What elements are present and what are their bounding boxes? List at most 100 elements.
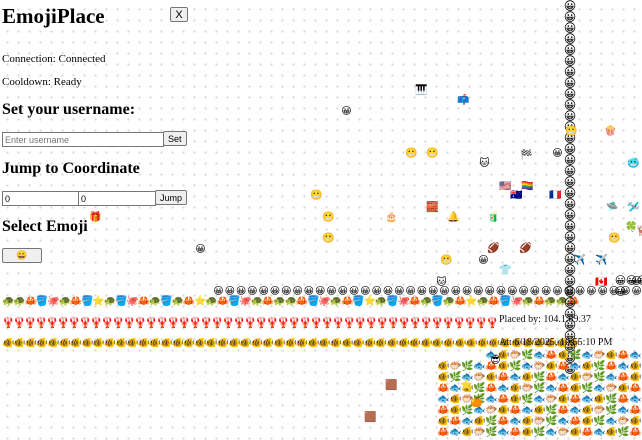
grid-emoji[interactable]: 🐟 <box>473 405 486 416</box>
grid-emoji[interactable]: 🦞 <box>464 318 477 329</box>
grid-emoji[interactable]: 🦀 <box>557 405 570 416</box>
grid-emoji[interactable]: 🪣 <box>499 296 512 307</box>
grid-emoji[interactable]: 🐠 <box>629 416 642 427</box>
grid-emoji[interactable]: 🐟 <box>605 372 618 383</box>
grid-emoji[interactable]: 🐟 <box>581 350 594 361</box>
grid-emoji[interactable]: 🦞 <box>24 318 37 329</box>
grid-emoji[interactable]: 🍀 <box>625 222 638 233</box>
grid-emoji[interactable]: 😬 <box>322 233 335 244</box>
grid-emoji[interactable]: 🐠 <box>569 383 582 394</box>
grid-emoji[interactable]: 😀 <box>563 65 577 79</box>
grid-emoji[interactable]: 🐡 <box>593 405 606 416</box>
grid-emoji[interactable]: 😀 <box>450 286 462 297</box>
grid-emoji[interactable]: 🟫 <box>385 380 398 391</box>
grid-emoji[interactable]: 🐠 <box>497 361 510 372</box>
grid-emoji[interactable]: 🐢 <box>148 296 162 307</box>
grid-emoji[interactable]: 🛩️ <box>627 202 640 213</box>
grid-emoji[interactable]: 🐠 <box>35 338 49 349</box>
grid-emoji[interactable]: 🐠 <box>509 394 522 405</box>
grid-emoji[interactable]: 🦀 <box>581 427 594 438</box>
grid-emoji[interactable]: 🦞 <box>46 318 59 329</box>
grid-emoji[interactable]: 🐢 <box>2 296 15 307</box>
grid-emoji[interactable]: 🦀 <box>437 427 450 438</box>
grid-emoji[interactable]: 🐠 <box>605 350 618 361</box>
grid-emoji[interactable]: 📫 <box>457 95 470 106</box>
grid-emoji[interactable]: 🐙 <box>397 296 410 307</box>
grid-emoji[interactable]: 🦞 <box>431 318 444 329</box>
grid-emoji[interactable]: 🐢 <box>273 296 286 307</box>
grid-emoji[interactable]: 🌿 <box>593 361 606 372</box>
grid-emoji[interactable]: 🦀 <box>408 296 422 307</box>
grid-emoji[interactable]: 🍊 <box>470 397 483 408</box>
grid-emoji[interactable]: 😀 <box>563 274 577 288</box>
grid-emoji[interactable]: 🐙 <box>318 296 331 307</box>
grid-emoji[interactable]: 🪣 <box>431 296 444 307</box>
grid-emoji[interactable]: 🪣 <box>115 296 128 307</box>
grid-emoji[interactable]: 🐠 <box>557 350 570 361</box>
grid-emoji[interactable]: 🦀 <box>569 416 582 427</box>
grid-emoji[interactable]: 😀 <box>269 286 281 297</box>
grid-emoji[interactable]: 🌿 <box>593 416 606 427</box>
grid-emoji[interactable]: 🐟 <box>509 416 522 427</box>
grid-emoji[interactable]: 🐠 <box>431 338 444 349</box>
grid-emoji[interactable]: 🐢 <box>555 296 569 307</box>
grid-emoji[interactable]: 🦀 <box>216 296 230 307</box>
grid-emoji[interactable]: 🐠 <box>374 338 388 349</box>
grid-emoji[interactable]: 🌿 <box>533 372 546 383</box>
grid-emoji[interactable]: 😀 <box>574 286 586 297</box>
grid-emoji[interactable]: 🌿 <box>593 372 606 383</box>
grid-emoji[interactable]: 🦞 <box>453 318 466 329</box>
grid-emoji[interactable]: 🐟 <box>449 383 462 394</box>
grid-emoji[interactable]: 😀 <box>314 286 326 297</box>
grid-emoji[interactable]: 🦞 <box>244 318 257 329</box>
grid-emoji[interactable]: 🐟 <box>485 394 498 405</box>
grid-emoji[interactable]: 🐠 <box>581 361 594 372</box>
grid-emoji[interactable]: 🐠 <box>567 338 580 349</box>
grid-emoji[interactable]: 🐢 <box>58 296 71 307</box>
grid-emoji[interactable]: 🐟 <box>617 405 630 416</box>
grid-emoji[interactable]: 🐟 <box>593 383 606 394</box>
grid-emoji[interactable]: 🐠 <box>569 372 582 383</box>
grid-emoji[interactable]: 🐠 <box>437 361 450 372</box>
grid-emoji[interactable]: 🐠 <box>47 338 60 349</box>
grid-emoji[interactable]: 🐢 <box>103 296 117 307</box>
grid-emoji[interactable]: 🦞 <box>409 318 422 329</box>
grid-emoji[interactable]: 😀 <box>563 285 577 299</box>
grid-emoji[interactable]: 🐠 <box>581 416 594 427</box>
grid-emoji[interactable]: 😀 <box>563 329 577 343</box>
grid-emoji[interactable]: 🎁 <box>89 212 102 223</box>
grid-emoji[interactable]: 😀 <box>235 286 247 297</box>
grid-emoji[interactable]: 🦀 <box>629 427 642 438</box>
grid-emoji[interactable]: 🦀 <box>557 383 570 394</box>
grid-emoji[interactable]: 😀 <box>258 286 269 297</box>
grid-emoji[interactable]: 😀 <box>478 255 489 266</box>
grid-emoji[interactable]: 😀 <box>341 106 352 117</box>
grid-emoji[interactable]: 😀 <box>563 307 577 321</box>
grid-emoji[interactable]: 🦀 <box>341 296 354 307</box>
grid-emoji[interactable]: 🦞 <box>486 318 499 329</box>
grid-emoji[interactable]: 🐠 <box>465 338 478 349</box>
grid-emoji[interactable]: 🌿 <box>617 427 630 438</box>
grid-emoji[interactable]: 🐠 <box>58 338 71 349</box>
grid-emoji[interactable]: 😀 <box>625 274 638 287</box>
grid-emoji[interactable]: 🐠 <box>521 427 534 438</box>
grid-emoji[interactable]: 🏁 <box>520 150 533 161</box>
grid-emoji[interactable]: 🦞 <box>90 318 103 329</box>
grid-emoji[interactable]: 🐠 <box>115 338 128 349</box>
grid-emoji[interactable]: 🌿 <box>533 427 546 438</box>
grid-emoji[interactable]: 😀 <box>439 286 450 297</box>
grid-emoji[interactable]: 🐟 <box>593 427 606 438</box>
grid-emoji[interactable]: 🐠 <box>341 338 354 349</box>
grid-emoji[interactable]: 🐠 <box>449 394 462 405</box>
grid-emoji[interactable]: 😀 <box>326 286 337 297</box>
grid-emoji[interactable]: 🦞 <box>310 318 323 329</box>
grid-emoji[interactable]: 😬 <box>608 233 621 244</box>
grid-emoji[interactable]: 🦞 <box>398 318 411 329</box>
grid-emoji[interactable]: 🦞 <box>255 318 268 329</box>
grid-emoji[interactable]: 😀 <box>563 0 577 13</box>
grid-emoji[interactable]: 🐠 <box>521 338 535 349</box>
grid-emoji[interactable]: 🦌 <box>635 226 642 237</box>
grid-emoji[interactable]: 🐡 <box>617 416 630 427</box>
grid-emoji[interactable]: 🦞 <box>123 318 136 329</box>
grid-emoji[interactable]: 🐠 <box>510 338 523 349</box>
